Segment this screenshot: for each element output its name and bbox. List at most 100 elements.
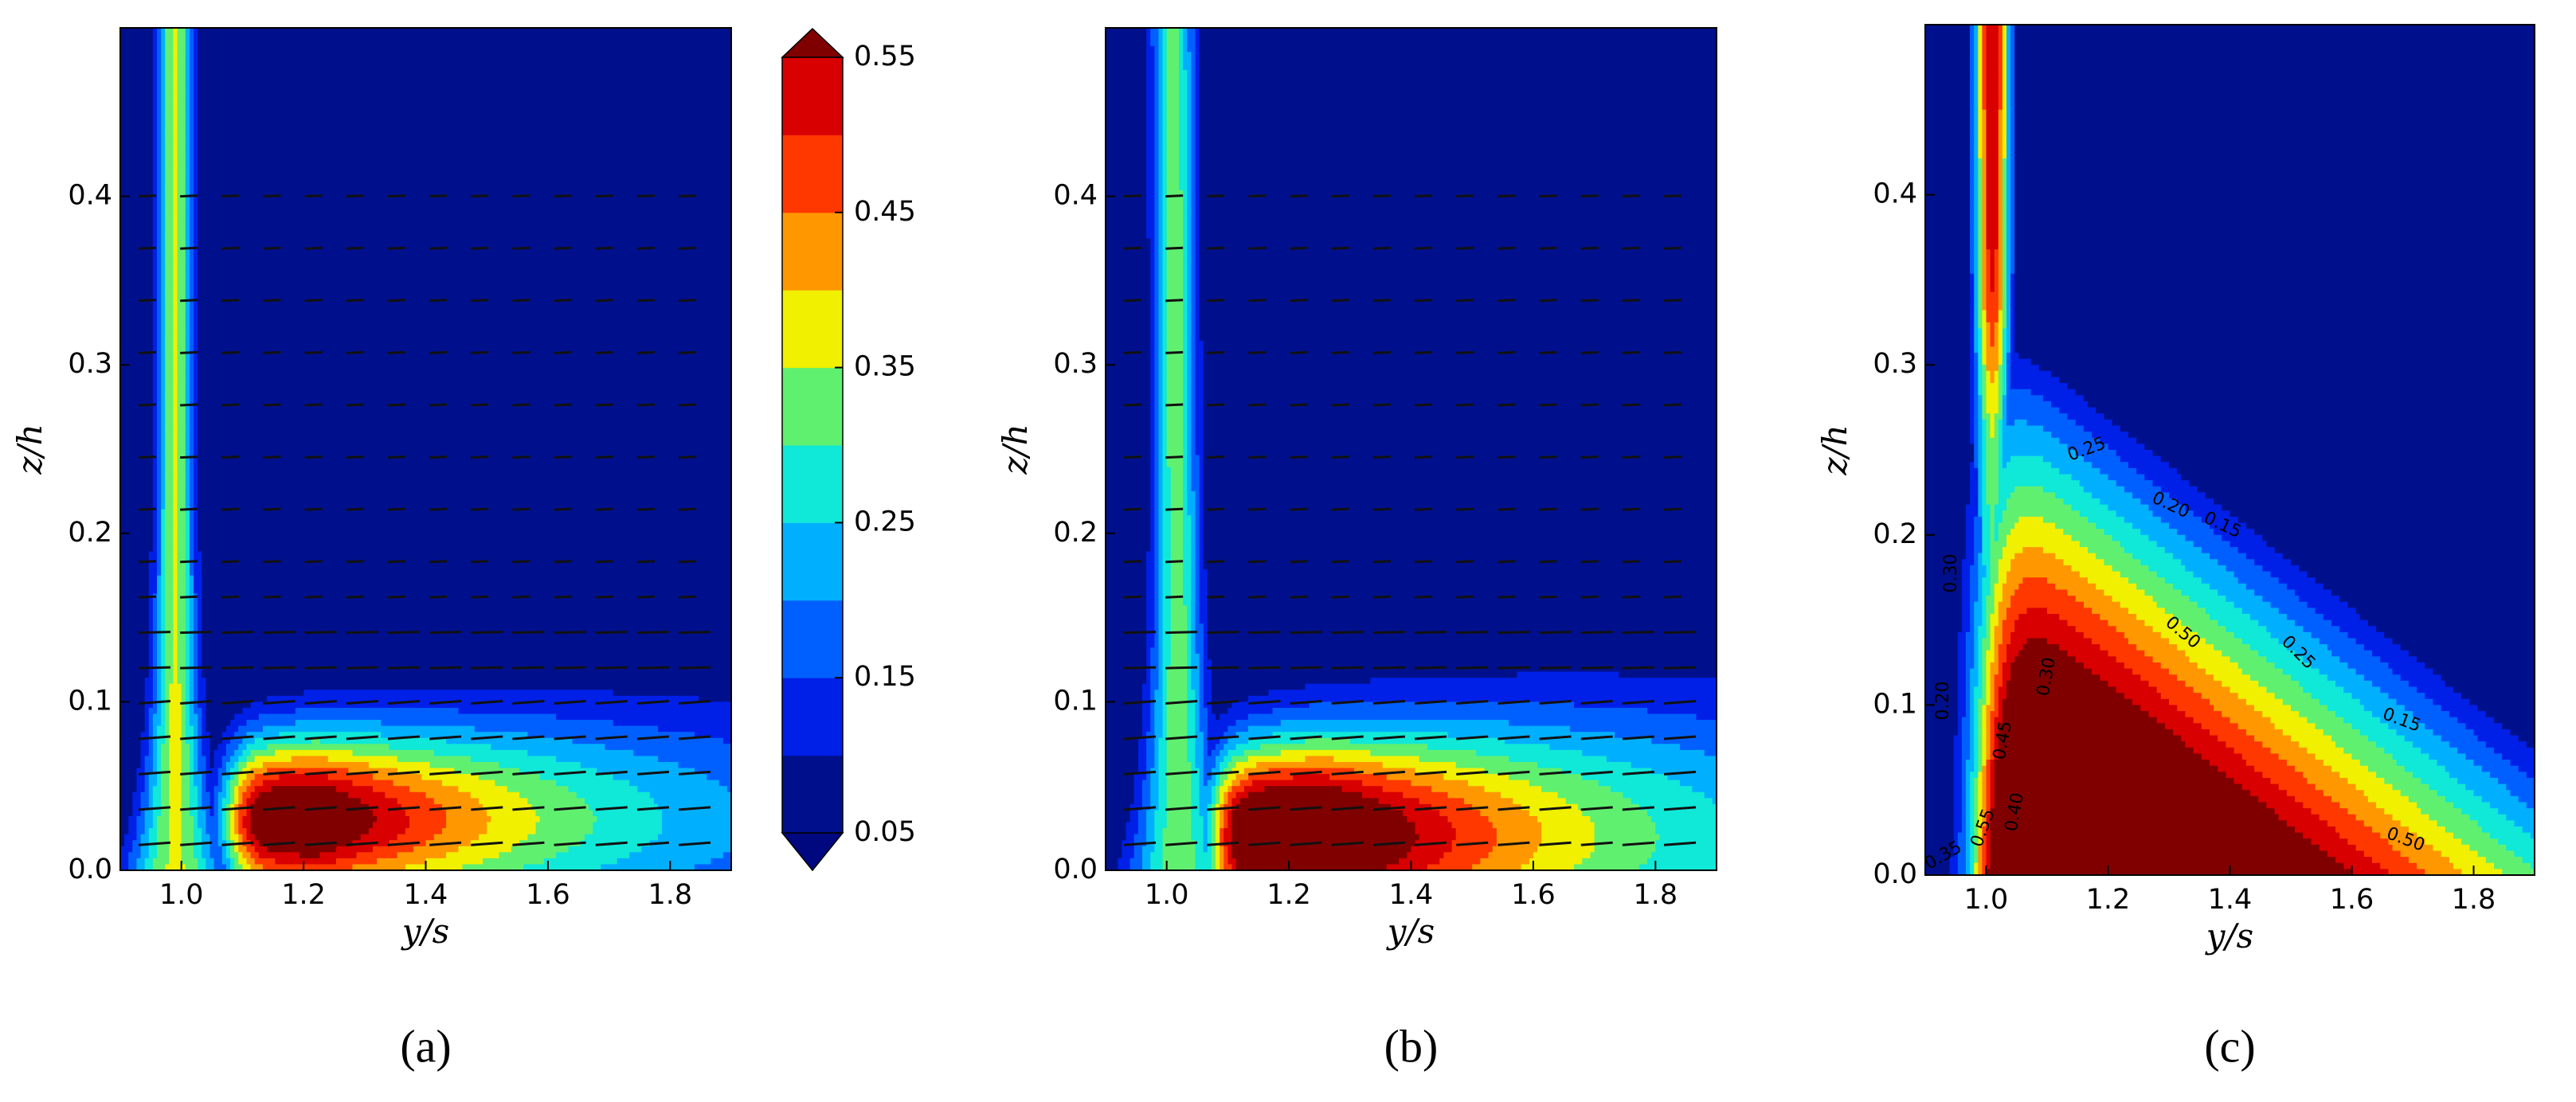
contour-band bbox=[1150, 299, 1155, 306]
contour-band bbox=[1484, 786, 1542, 793]
contour-band bbox=[198, 100, 732, 107]
contour-band bbox=[2010, 61, 2015, 68]
contour-band bbox=[267, 744, 390, 751]
contour-band bbox=[1146, 581, 1155, 588]
contour-band bbox=[136, 828, 146, 835]
vector-arrow bbox=[1456, 507, 1474, 511]
contour-band bbox=[1199, 304, 1717, 311]
contour-band bbox=[1133, 786, 1143, 793]
contour-band bbox=[1162, 280, 1168, 287]
contour-band bbox=[177, 94, 186, 101]
contour-band bbox=[161, 774, 170, 781]
contour-band bbox=[1974, 115, 1979, 123]
contour-band bbox=[1150, 774, 1160, 781]
contour-band bbox=[1158, 545, 1164, 553]
contour-band bbox=[1199, 250, 1717, 257]
contour-band bbox=[1191, 822, 1204, 829]
contour-band bbox=[1978, 55, 1983, 62]
contour-band bbox=[165, 45, 174, 53]
contour-band bbox=[1195, 852, 1212, 859]
contour-band bbox=[1199, 551, 1204, 558]
contour-band bbox=[157, 256, 162, 264]
contour-band bbox=[1106, 467, 1151, 474]
contour-band bbox=[2014, 219, 2535, 226]
contour-band bbox=[1247, 774, 1294, 781]
contour-band bbox=[206, 768, 219, 775]
contour-band bbox=[165, 304, 174, 311]
vector-arrow bbox=[1123, 806, 1157, 811]
contour-band bbox=[165, 244, 174, 252]
contour-band bbox=[169, 834, 182, 841]
contour-band bbox=[202, 707, 206, 715]
contour-band bbox=[1158, 130, 1164, 137]
contour-band bbox=[185, 334, 190, 342]
contour-band bbox=[161, 455, 166, 462]
vector-arrow bbox=[1331, 666, 1364, 670]
contour-band bbox=[189, 449, 194, 456]
vector-arrow bbox=[1415, 299, 1433, 303]
contour-band bbox=[1158, 678, 1164, 685]
contour-band bbox=[1154, 401, 1160, 408]
contour-band bbox=[1150, 490, 1155, 498]
contour-band bbox=[177, 497, 186, 504]
contour-band bbox=[1199, 581, 1208, 588]
contour-band bbox=[189, 490, 194, 498]
contour-band bbox=[1203, 340, 1717, 348]
contour-band bbox=[1219, 828, 1224, 835]
contour-band bbox=[194, 774, 202, 781]
contour-band bbox=[1986, 268, 1991, 275]
contour-band bbox=[1191, 587, 1196, 594]
contour-band bbox=[1150, 503, 1155, 510]
contour-band bbox=[1195, 28, 1200, 35]
contour-band bbox=[165, 286, 174, 294]
contour-band bbox=[120, 858, 129, 866]
contour-band bbox=[267, 768, 349, 775]
contour-band bbox=[1982, 49, 1987, 56]
contour-band bbox=[1982, 286, 1987, 293]
contour-band bbox=[177, 659, 186, 666]
contour-band bbox=[173, 262, 178, 269]
contour-band bbox=[1195, 539, 1200, 546]
contour-band bbox=[1158, 666, 1164, 673]
contour-band bbox=[230, 756, 239, 763]
contour-band bbox=[1986, 79, 1999, 86]
vector-arrow bbox=[595, 631, 628, 635]
contour-band bbox=[152, 250, 158, 257]
contour-band bbox=[194, 94, 198, 101]
vector-arrow bbox=[1415, 631, 1447, 635]
contour-band bbox=[1982, 42, 1987, 50]
contour-band bbox=[161, 545, 166, 553]
contour-band bbox=[1199, 226, 1717, 233]
contour-band bbox=[1106, 737, 1139, 744]
contour-band bbox=[1146, 834, 1155, 841]
contour-band bbox=[1191, 370, 1196, 377]
contour-band bbox=[173, 118, 178, 125]
contour-band bbox=[1191, 683, 1200, 690]
contour-band bbox=[1195, 527, 1200, 534]
contour-band bbox=[1187, 322, 1192, 330]
contour-band bbox=[2014, 298, 2535, 305]
contour-band bbox=[1106, 377, 1151, 384]
contour-band bbox=[1223, 798, 1228, 805]
contour-band bbox=[136, 768, 146, 775]
contour-band bbox=[161, 148, 166, 155]
contour-band bbox=[165, 262, 174, 269]
vector-arrow bbox=[1248, 631, 1281, 635]
contour-band bbox=[120, 377, 154, 384]
contour-band bbox=[221, 786, 227, 793]
contour-band bbox=[1154, 76, 1160, 83]
contour-band bbox=[1187, 142, 1192, 149]
contour-band bbox=[1982, 237, 1987, 244]
vector-arrow bbox=[387, 507, 406, 511]
contour-band bbox=[1195, 286, 1200, 294]
contour-band bbox=[152, 412, 158, 420]
contour-band bbox=[198, 756, 206, 763]
vector-arrow bbox=[1663, 403, 1682, 407]
vector-arrow bbox=[1290, 507, 1308, 511]
contour-band bbox=[209, 840, 219, 847]
contour-band bbox=[185, 545, 190, 553]
contour-band bbox=[157, 238, 162, 245]
vector-arrow bbox=[1207, 806, 1239, 811]
contour-band bbox=[1203, 671, 1212, 678]
contour-band bbox=[189, 256, 194, 264]
